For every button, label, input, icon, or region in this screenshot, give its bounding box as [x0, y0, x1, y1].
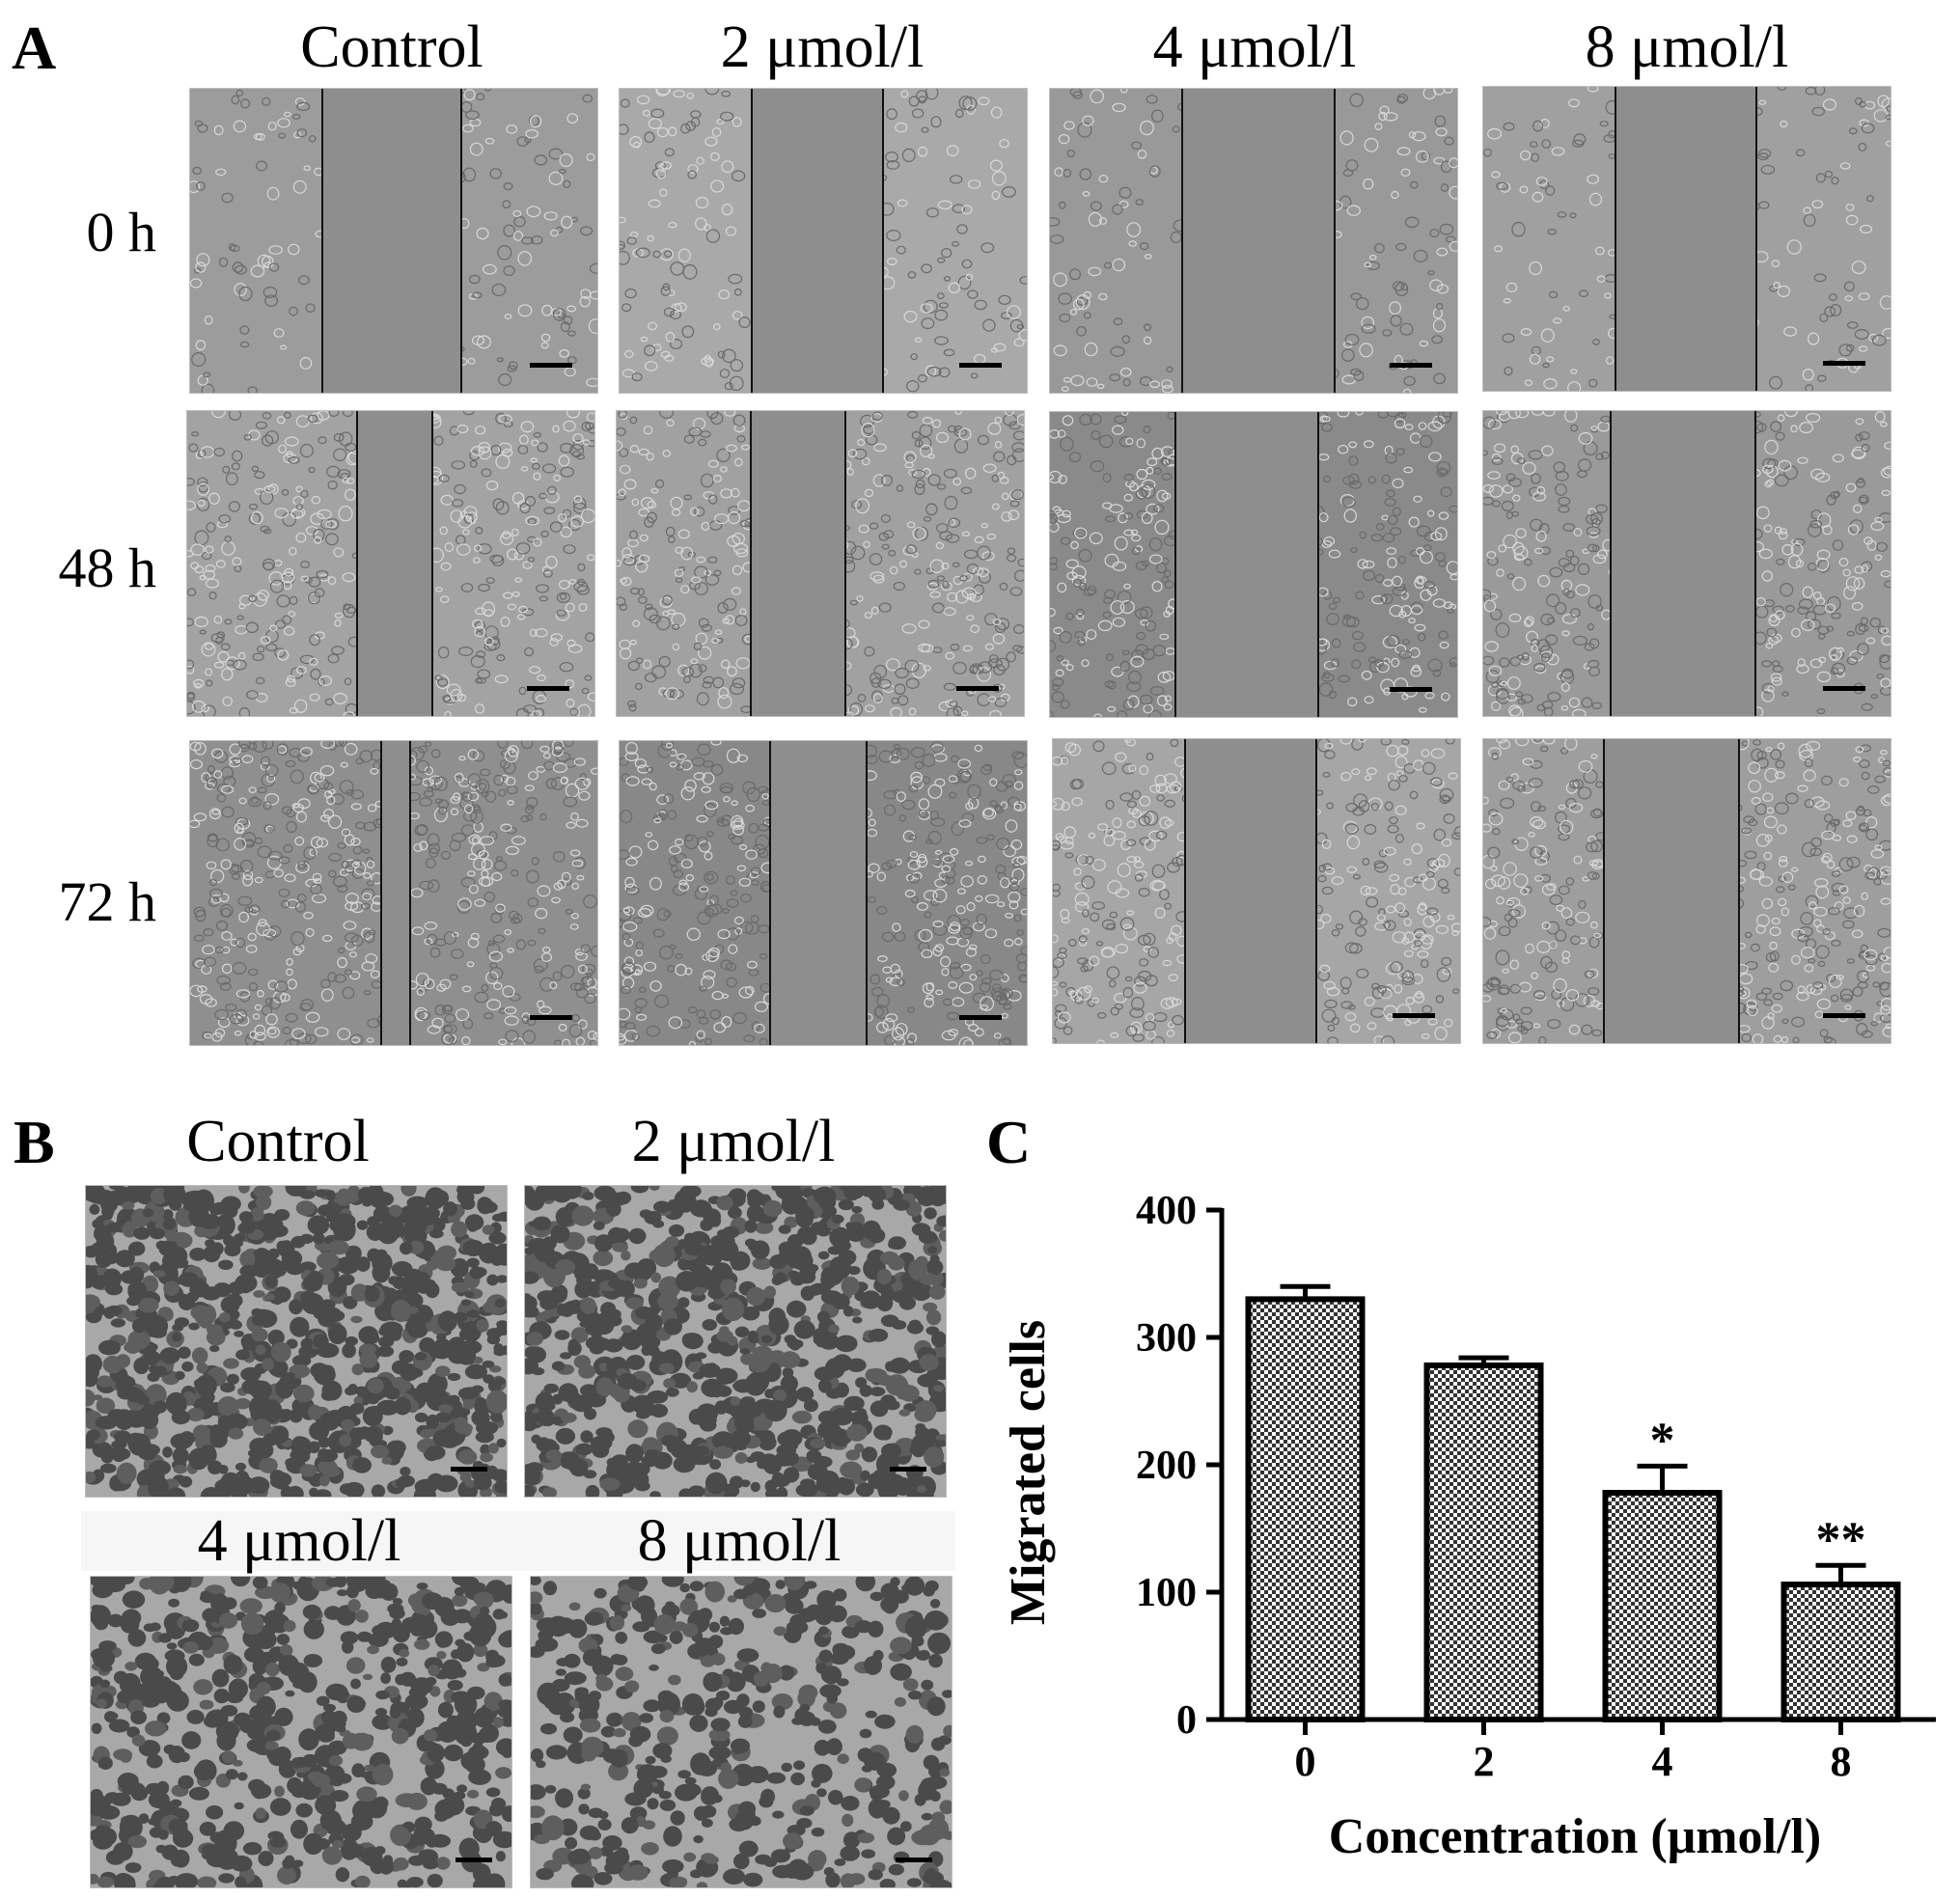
micrograph-2-0h: [619, 88, 1028, 394]
micrograph-control-48h: [186, 410, 595, 717]
y-axis-label: Migrated cells: [1001, 1320, 1056, 1625]
micrograph-texture: [525, 1186, 946, 1497]
wound-edge-line: [409, 741, 411, 1045]
wound-edge-line: [866, 741, 868, 1045]
wound-edge-line: [380, 741, 382, 1045]
bar-8: [1781, 1582, 1901, 1722]
panel-a-column-header-control: Control: [300, 14, 483, 80]
micrograph-8-72h: [1482, 738, 1891, 1044]
wound-edge-line: [844, 411, 846, 716]
micrograph-8-48h: [1482, 410, 1891, 717]
panel-b-lower-label-band: [81, 1511, 955, 1571]
scale-bar: [527, 686, 569, 691]
micrograph-2-72h: [619, 740, 1028, 1046]
scale-bar: [1393, 1013, 1435, 1018]
wound-edge-line: [769, 741, 771, 1045]
significance-marker-4: *: [1650, 1413, 1675, 1468]
x-tick-label-2: 2: [1474, 1738, 1495, 1785]
bar-4: [1602, 1490, 1723, 1723]
wound-edge-line: [1317, 412, 1319, 717]
wound-edge-line: [1315, 739, 1317, 1043]
scale-bar: [896, 1858, 932, 1862]
scale-bar: [455, 1858, 492, 1862]
transwell-control: [85, 1185, 508, 1498]
micrograph-4-48h: [1049, 411, 1458, 718]
migrated-cells-bar-chart: 0 100 200 300 400 0 2 4 * 8 ** Concentration (μmol/…: [1001, 1189, 1936, 1864]
panel-a-row-header-72h: 72 h: [58, 870, 157, 933]
wound-edge-line: [1610, 411, 1612, 716]
panel-b-label-8: 8 μmol/l: [637, 1508, 842, 1574]
x-tick-label-0: 0: [1295, 1738, 1316, 1785]
bar-0: [1245, 1296, 1366, 1722]
scale-bar: [1823, 1013, 1865, 1018]
scale-bar: [956, 686, 999, 691]
wound-edge-line: [1174, 412, 1176, 717]
y-tick-label: 400: [1136, 1189, 1197, 1233]
scale-bar: [530, 1015, 572, 1020]
scale-bar: [890, 1467, 926, 1472]
wound-edge-line: [1184, 739, 1186, 1043]
panel-a-letter: A: [12, 14, 57, 82]
panel-a-row-header-48h: 48 h: [58, 537, 157, 599]
wound-edge-line: [750, 411, 752, 716]
panel-b-label-2: 2 μmol/l: [631, 1109, 836, 1174]
micrograph-texture: [91, 1577, 511, 1887]
micrograph-texture: [86, 1186, 507, 1497]
wound-edge-line: [1755, 87, 1757, 391]
micrograph-4-0h: [1049, 88, 1458, 394]
scale-bar: [959, 363, 1002, 368]
wound-edge-line: [1754, 411, 1756, 716]
scale-bar: [959, 1015, 1002, 1020]
x-axis-label: Concentration (μmol/l): [1329, 1809, 1821, 1864]
transwell-8: [530, 1576, 952, 1888]
micrograph-control-72h: [189, 740, 598, 1046]
wound-edge-line: [751, 89, 753, 393]
micrograph-texture: [531, 1577, 952, 1887]
x-tick-label-8: 8: [1831, 1738, 1852, 1785]
wound-edge-line: [321, 89, 323, 393]
micrograph-2-48h: [616, 410, 1025, 717]
bar-2: [1423, 1362, 1544, 1722]
scale-bar: [1823, 361, 1865, 366]
y-tick-label: 0: [1176, 1698, 1197, 1743]
panel-a-column-header-8: 8 μmol/l: [1585, 14, 1789, 80]
wound-edge-line: [460, 89, 462, 393]
panel-c-letter: C: [986, 1108, 1032, 1176]
wound-edge-line: [882, 89, 884, 393]
wound-edge-line: [1181, 89, 1183, 393]
scale-bar: [451, 1467, 487, 1472]
y-tick-label: 100: [1136, 1571, 1197, 1615]
panel-b-letter: B: [14, 1108, 55, 1176]
scale-bar: [1390, 687, 1432, 692]
scale-bar: [1823, 686, 1865, 691]
y-tick-label: 200: [1136, 1444, 1197, 1488]
micrograph-control-0h: [189, 88, 598, 394]
micrograph-8-0h: [1482, 86, 1891, 392]
y-tick-label: 300: [1136, 1316, 1197, 1361]
wound-edge-line: [1603, 739, 1605, 1043]
panel-a-column-header-2: 2 μmol/l: [720, 14, 925, 80]
transwell-2: [524, 1185, 947, 1498]
significance-marker-8: **: [1816, 1512, 1866, 1567]
panel-a-row-header-0h: 0 h: [86, 201, 157, 263]
micrograph-4-72h: [1052, 738, 1461, 1044]
wound-edge-line: [1615, 87, 1616, 391]
panel-a-column-header-4: 4 μmol/l: [1152, 14, 1357, 80]
scale-bar: [1390, 363, 1432, 368]
wound-edge-line: [1334, 89, 1336, 393]
transwell-4: [90, 1576, 512, 1888]
wound-edge-line: [356, 411, 358, 716]
wound-edge-line: [1738, 739, 1740, 1043]
panel-b-label-4: 4 μmol/l: [197, 1508, 401, 1574]
wound-edge-line: [431, 411, 433, 716]
scale-bar: [530, 363, 572, 368]
x-tick-label-4: 4: [1652, 1738, 1673, 1785]
panel-b-label-control: Control: [186, 1109, 370, 1174]
